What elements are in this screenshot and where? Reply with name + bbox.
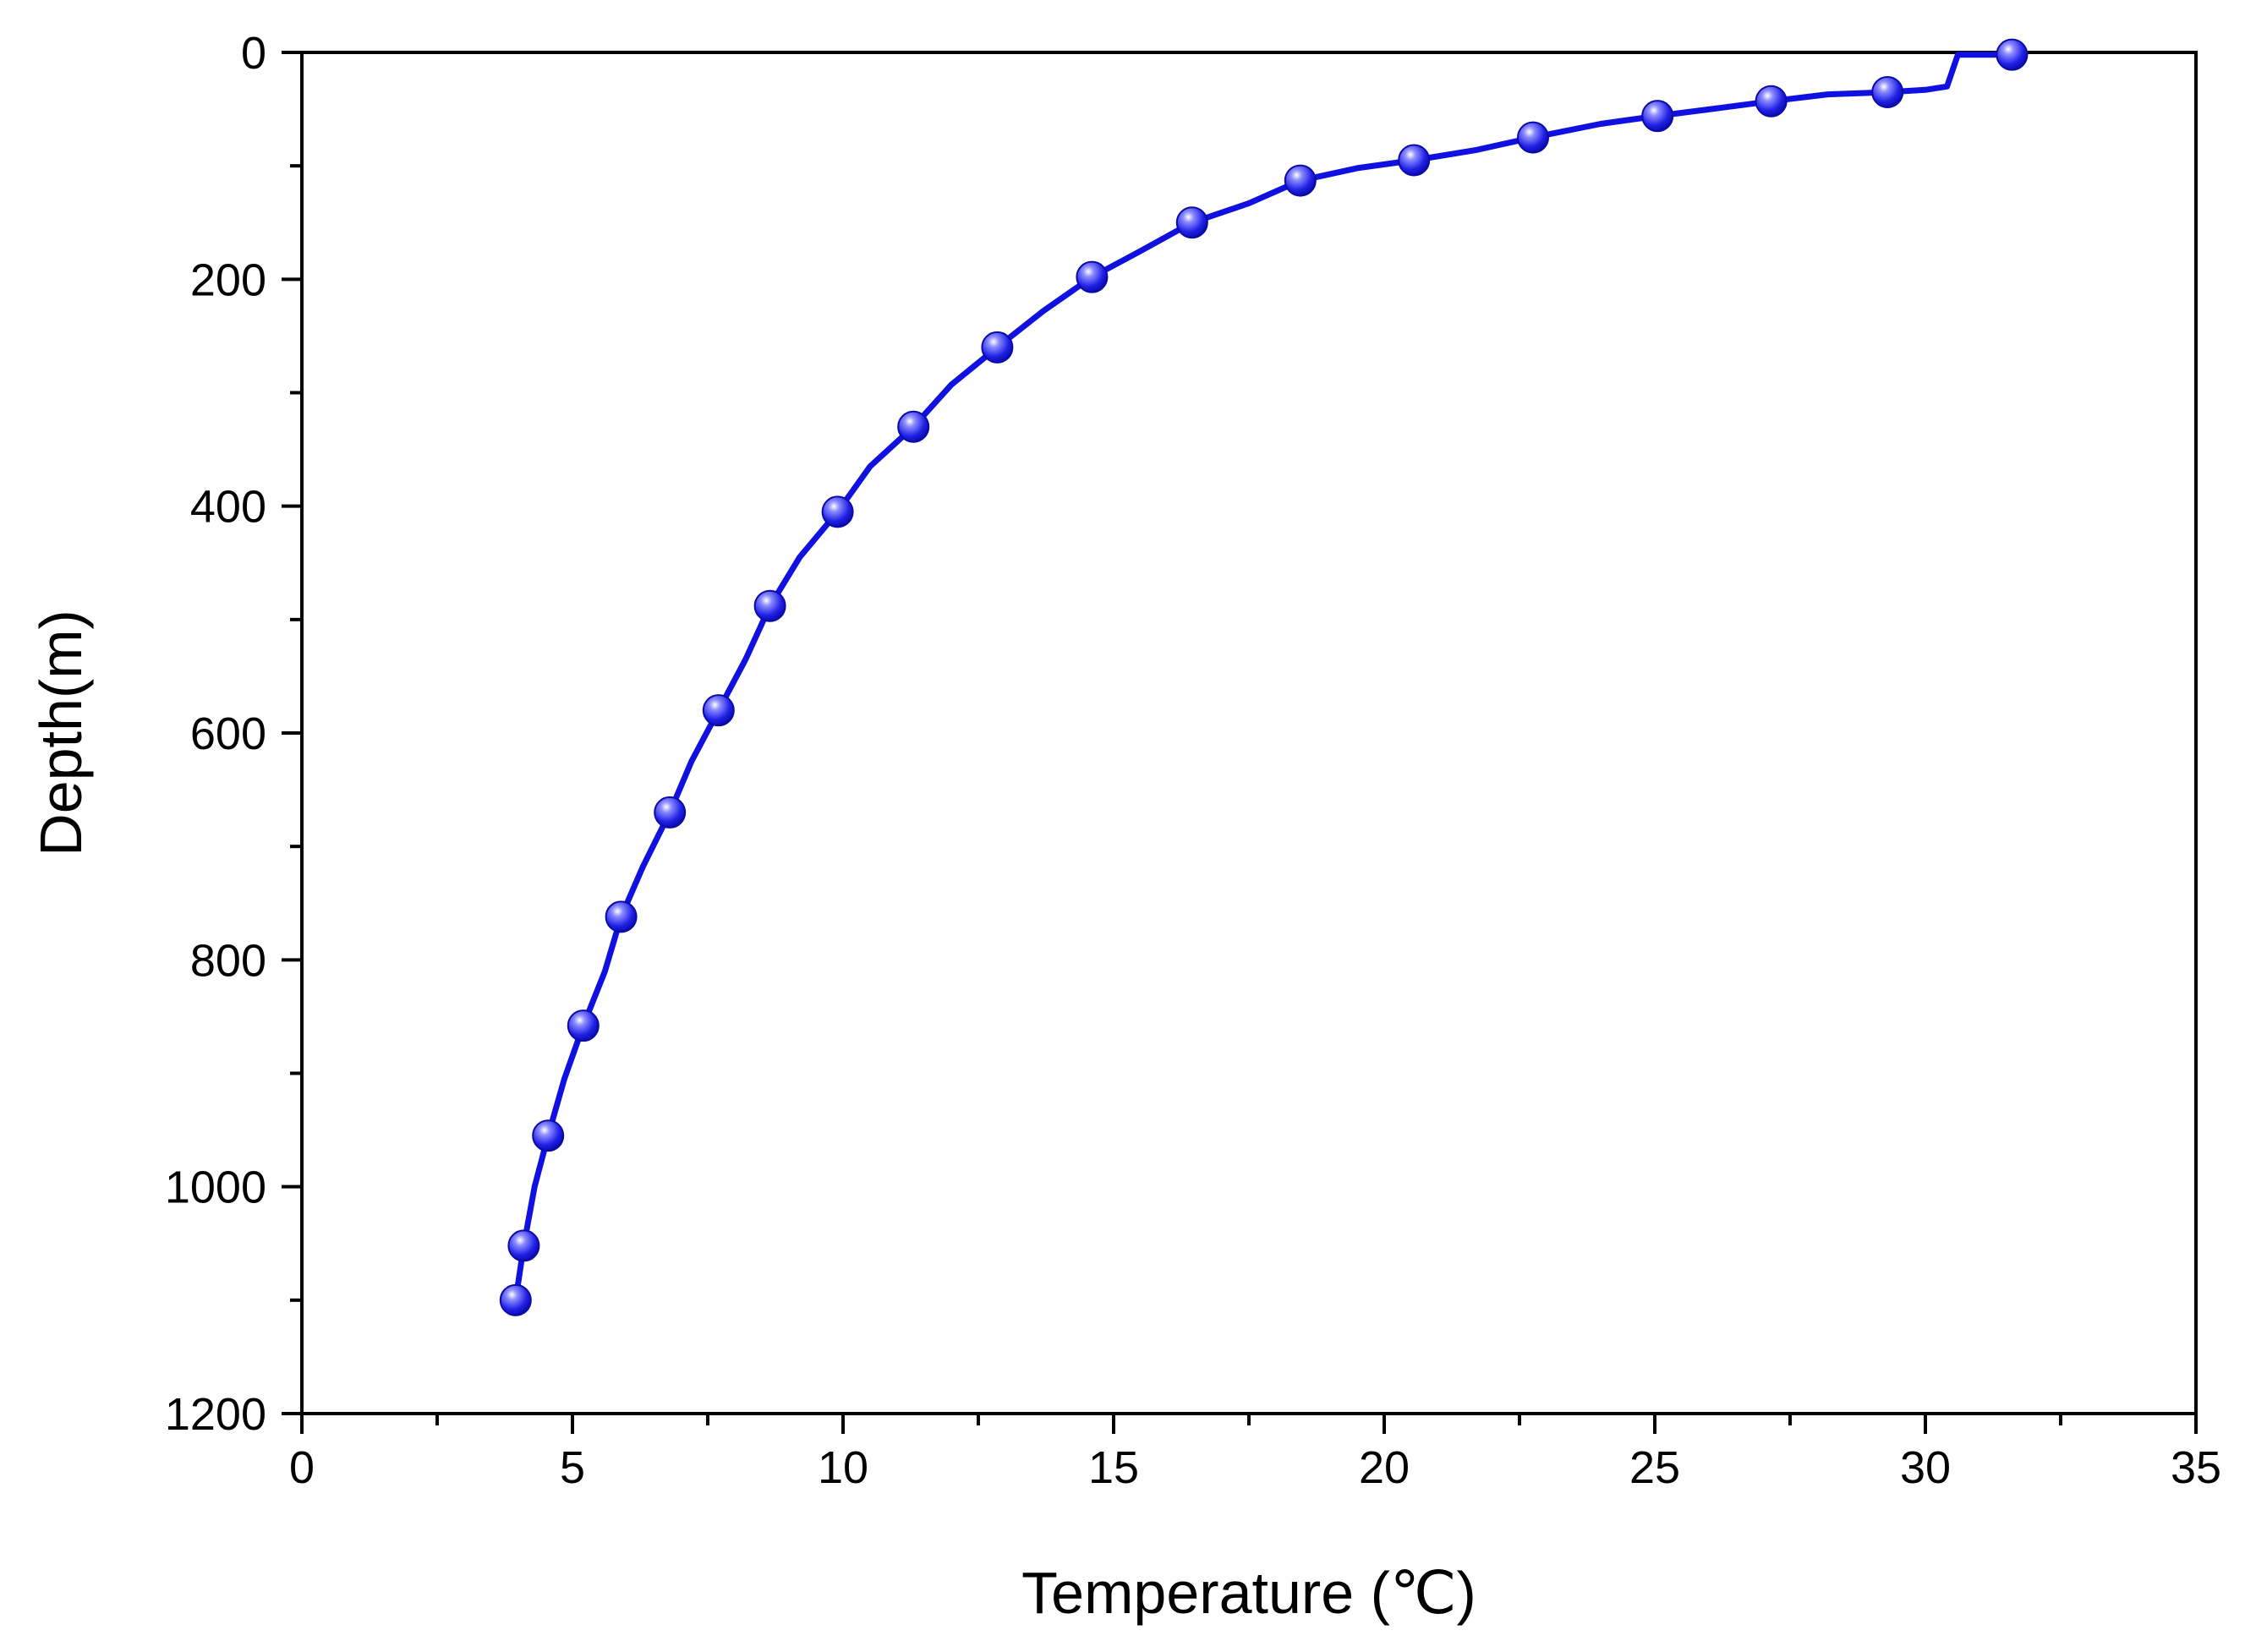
y-tick-label: 200: [190, 254, 266, 305]
data-point: [1755, 85, 1788, 118]
data-point: [1871, 75, 1904, 108]
data-point: [605, 900, 638, 933]
data-point: [1517, 121, 1549, 154]
plot-frame: [300, 51, 2198, 1415]
data-point: [567, 1009, 600, 1042]
tick-labels: 0 5 10 15 20 25 30 35 0 200 400 600 800 1000 1200: [165, 28, 2221, 1493]
data-point: [702, 694, 735, 727]
y-tick-label: 400: [190, 482, 266, 533]
data-point: [1641, 100, 1674, 133]
x-tick-label: 35: [2171, 1442, 2221, 1493]
data-point: [1284, 164, 1317, 197]
data-point: [499, 1283, 532, 1316]
data-point: [507, 1229, 540, 1262]
data-point: [1996, 38, 2029, 71]
data-point: [821, 495, 854, 528]
y-tick-label: 800: [190, 935, 266, 986]
x-tick-label: 0: [289, 1442, 315, 1493]
data-point: [1076, 260, 1109, 293]
y-axis-title: Depth(m): [28, 610, 94, 856]
data-point: [654, 796, 687, 829]
series-line: [512, 52, 2015, 1304]
y-tick-label: 1000: [165, 1162, 266, 1213]
x-tick-label: 5: [560, 1442, 585, 1493]
x-tick-label: 10: [818, 1442, 868, 1493]
x-tick-label: 15: [1088, 1442, 1139, 1493]
y-tick-label: 0: [241, 28, 266, 79]
data-point: [532, 1119, 565, 1152]
data-point: [753, 589, 786, 622]
data-point: [981, 331, 1014, 364]
y-tick-label: 1200: [165, 1389, 266, 1440]
y-tick-label: 600: [190, 708, 266, 759]
series-markers: [499, 38, 2029, 1316]
x-tick-label: 30: [1900, 1442, 1951, 1493]
data-point: [1175, 206, 1208, 239]
axis-ticks: [282, 51, 2198, 1434]
x-tick-label: 25: [1629, 1442, 1680, 1493]
x-tick-label: 20: [1359, 1442, 1410, 1493]
x-axis-title: Temperature (℃): [1021, 1560, 1476, 1626]
data-point: [897, 410, 930, 443]
data-point: [1398, 144, 1431, 177]
